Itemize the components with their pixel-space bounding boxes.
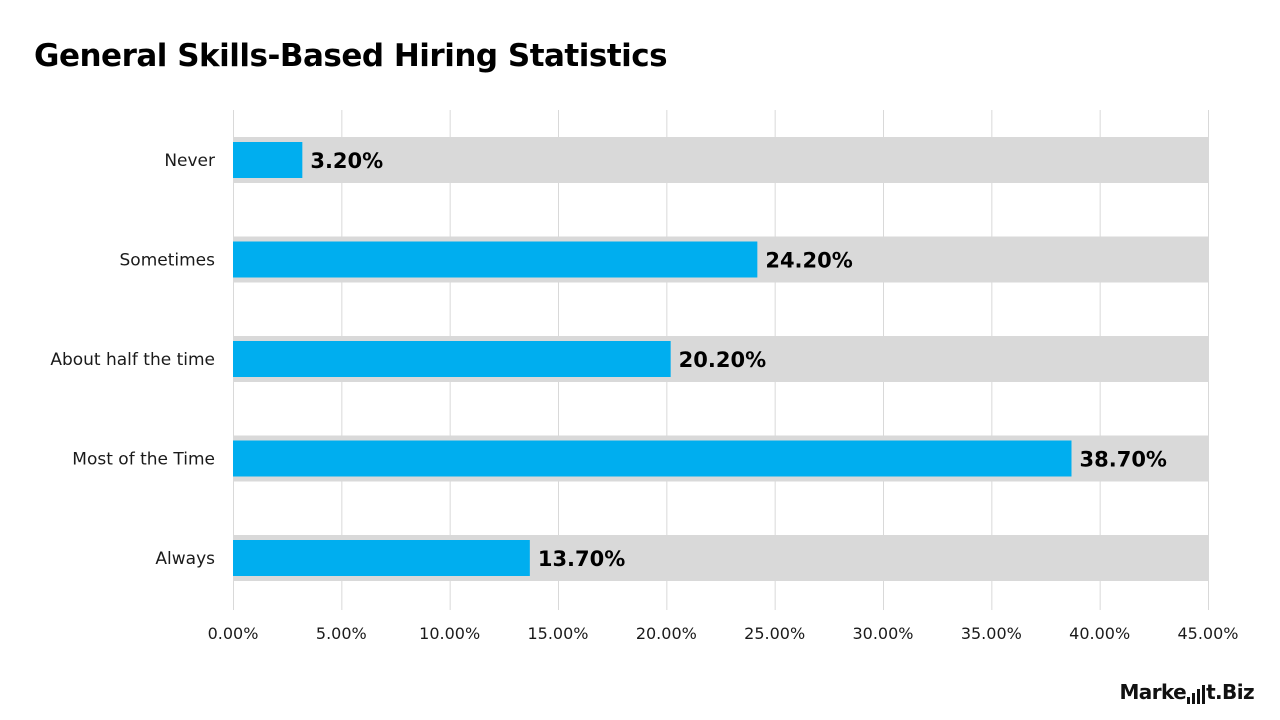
x-tick-label: 15.00% — [527, 624, 588, 643]
bar — [233, 142, 303, 178]
data-label: 38.70% — [1080, 448, 1167, 472]
brand-logo: Marke t.Biz — [1120, 680, 1255, 704]
category-label: About half the time — [50, 350, 215, 370]
x-tick-label: 30.00% — [852, 624, 913, 643]
category-label: Most of the Time — [72, 450, 215, 470]
chart-title: General Skills-Based Hiring Statistics — [34, 38, 668, 74]
x-tick-label: 25.00% — [744, 624, 805, 643]
bar — [233, 341, 671, 377]
bar-track — [233, 137, 1209, 183]
x-tick-label: 45.00% — [1177, 624, 1238, 643]
brand-text-b: t.Biz — [1206, 680, 1255, 704]
x-tick-label: 10.00% — [419, 624, 480, 643]
category-label: Always — [155, 549, 215, 569]
data-label: 13.70% — [538, 547, 625, 571]
x-tick-label: 35.00% — [961, 624, 1022, 643]
category-label: Sometimes — [120, 251, 216, 271]
bar — [233, 540, 530, 576]
x-tick-label: 20.00% — [636, 624, 697, 643]
x-tick-label: 40.00% — [1069, 624, 1130, 643]
brand-text-a: Marke — [1119, 680, 1187, 704]
bar — [233, 440, 1072, 477]
data-label: 3.20% — [310, 149, 383, 173]
signal-bars-icon — [1187, 682, 1206, 704]
data-label: 24.20% — [765, 249, 852, 273]
x-tick-label: 5.00% — [316, 624, 367, 643]
data-label: 20.20% — [679, 348, 766, 372]
category-label: Never — [164, 151, 215, 171]
x-tick-label: 0.00% — [208, 624, 259, 643]
bar — [233, 241, 758, 278]
